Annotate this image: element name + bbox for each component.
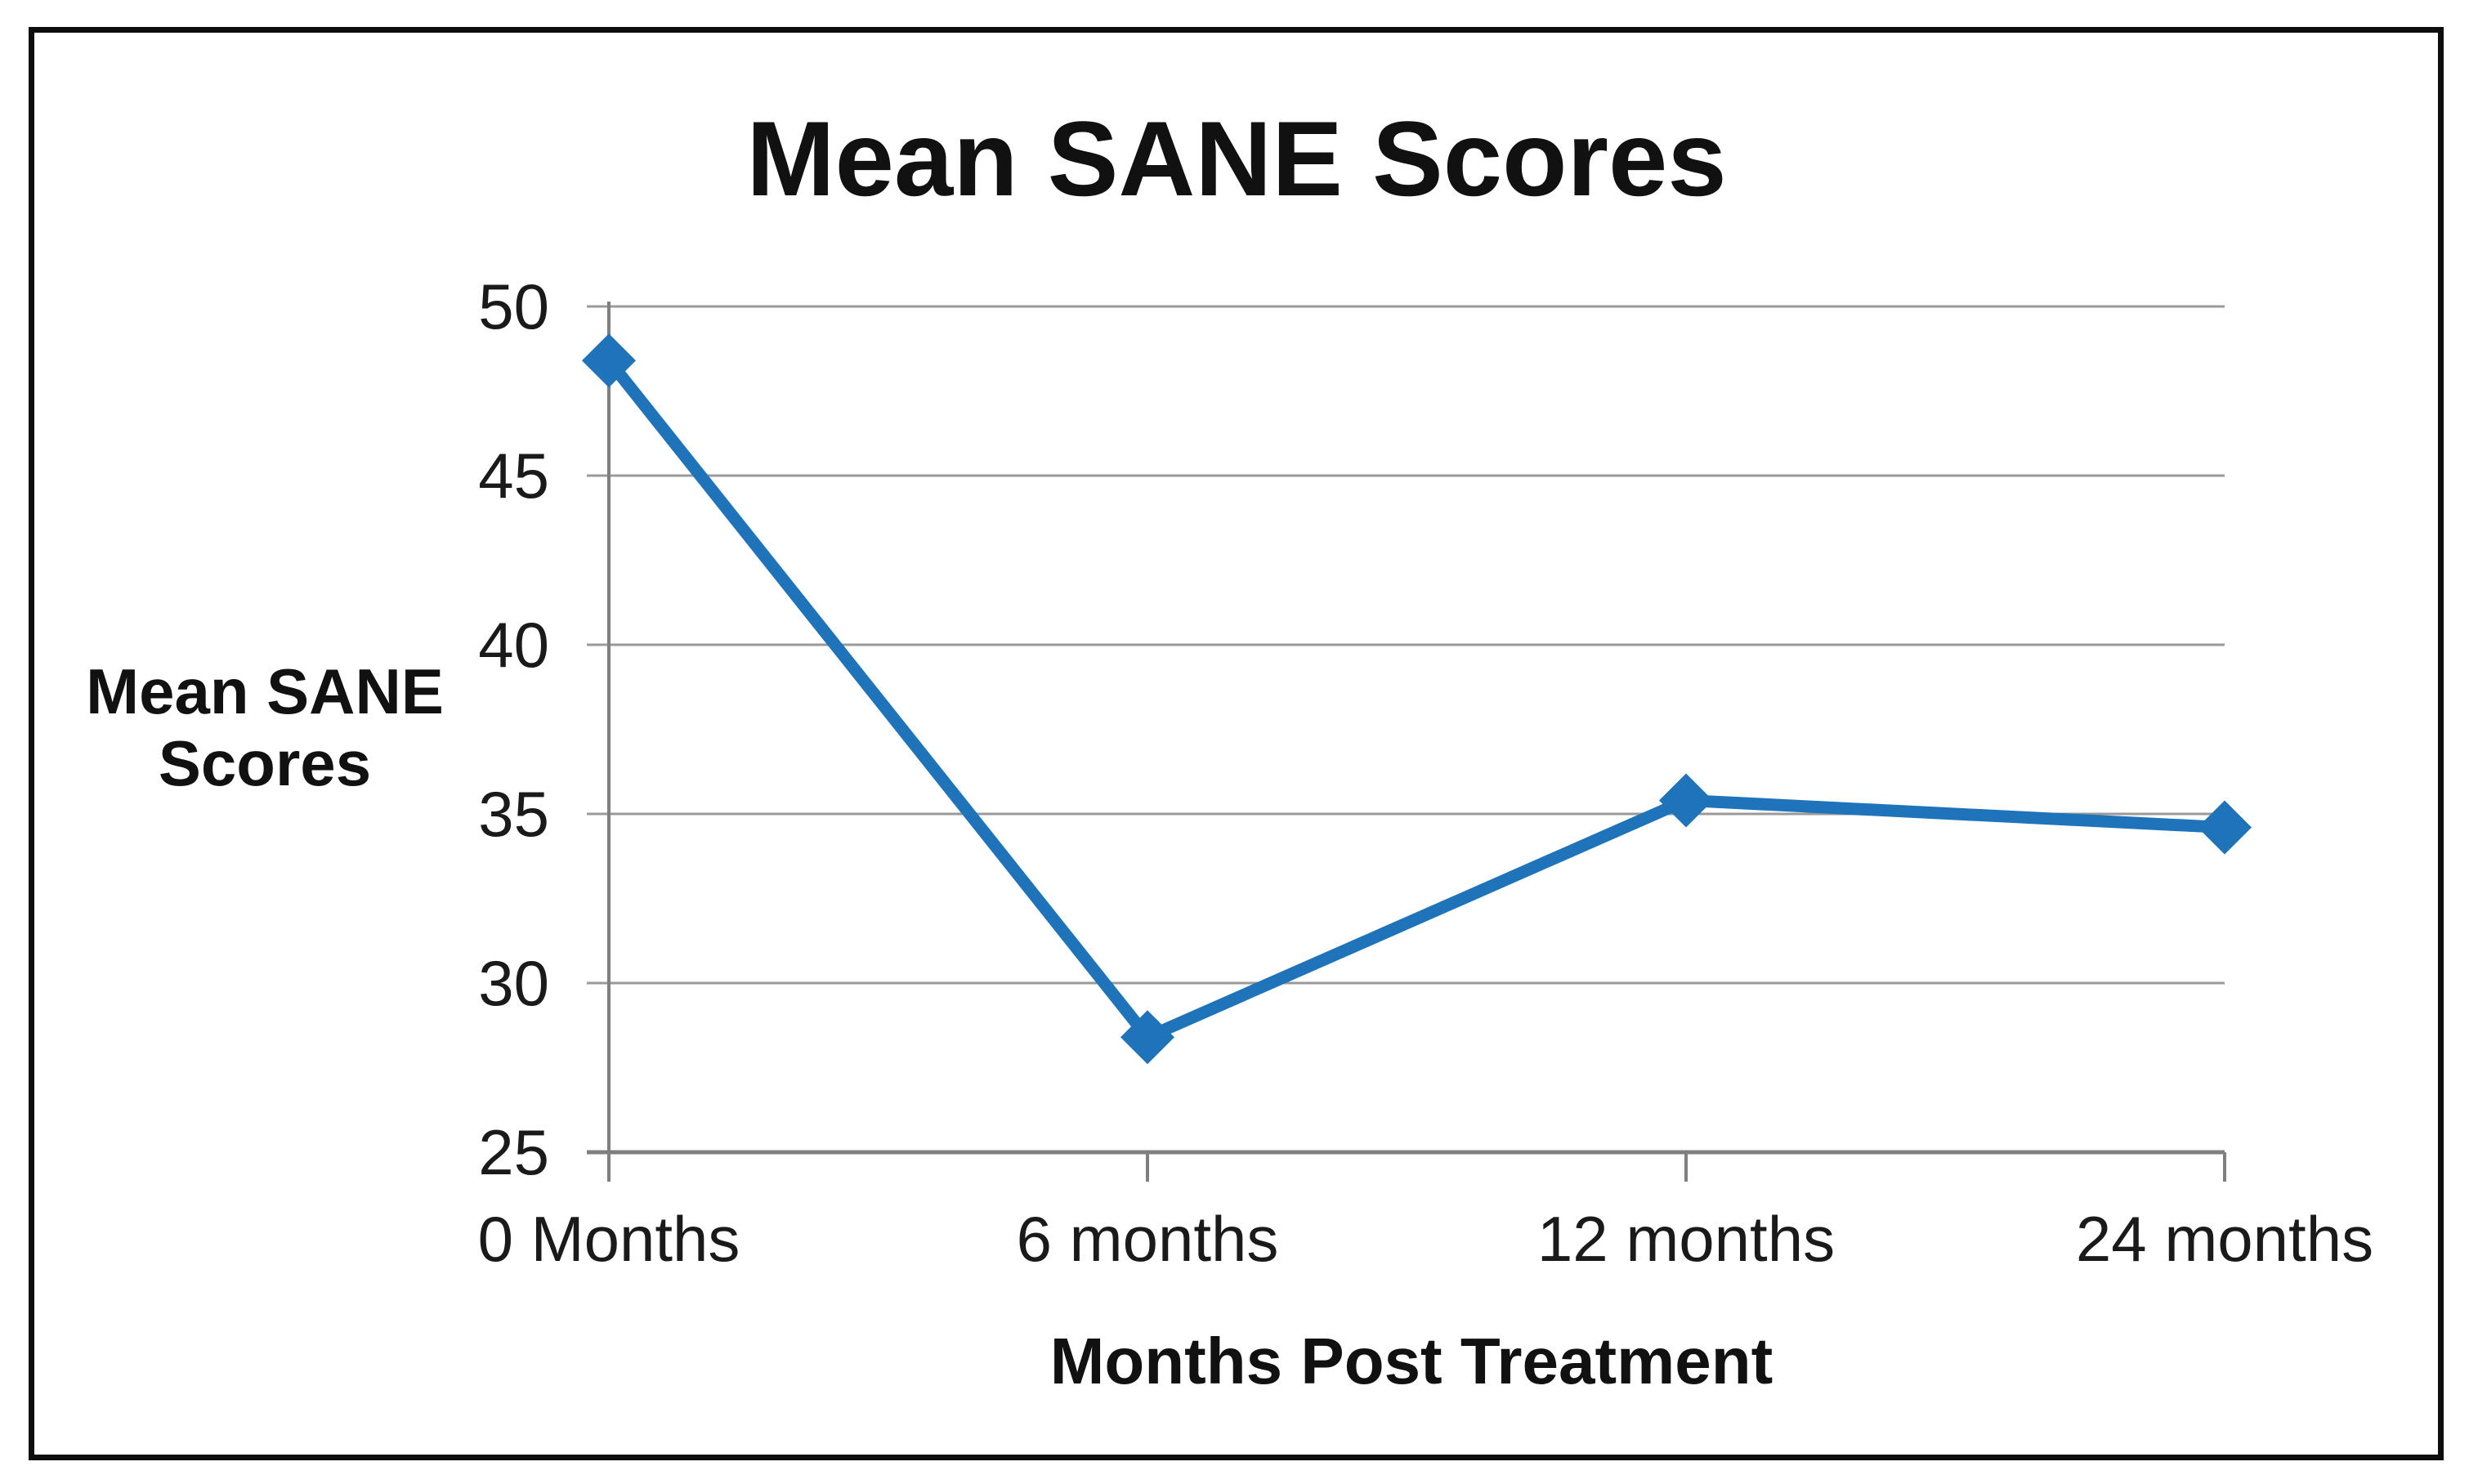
data-point-marker-2 xyxy=(1659,773,1713,828)
chart-title: Mean SANE Scores xyxy=(746,99,1727,218)
y-tick-label-45: 45 xyxy=(478,440,549,512)
x-category-label-2: 12 months xyxy=(1537,1203,1835,1275)
y-tick-label-30: 30 xyxy=(478,947,549,1019)
y-tick-label-25: 25 xyxy=(478,1116,549,1188)
data-point-marker-1 xyxy=(1120,1010,1174,1065)
y-axis-title-line-1: Mean SANE xyxy=(86,655,444,727)
series-line xyxy=(602,354,2231,1044)
y-tick-label-35: 35 xyxy=(478,778,549,850)
y-tick-label-50: 50 xyxy=(478,270,549,342)
x-category-label-0: 0 Months xyxy=(478,1203,740,1275)
y-axis-title: Mean SANE Scores xyxy=(60,655,469,799)
y-tick-label-40: 40 xyxy=(478,609,549,681)
x-category-label-1: 6 months xyxy=(1017,1203,1279,1275)
data-point-marker-0 xyxy=(582,333,636,388)
chart-border-frame xyxy=(29,27,2444,1460)
x-category-label-3: 24 months xyxy=(2076,1203,2373,1275)
x-axis-title: Months Post Treatment xyxy=(1049,1325,1773,1397)
y-axis-title-line-2: Scores xyxy=(158,727,372,799)
data-point-marker-3 xyxy=(2198,800,2252,855)
